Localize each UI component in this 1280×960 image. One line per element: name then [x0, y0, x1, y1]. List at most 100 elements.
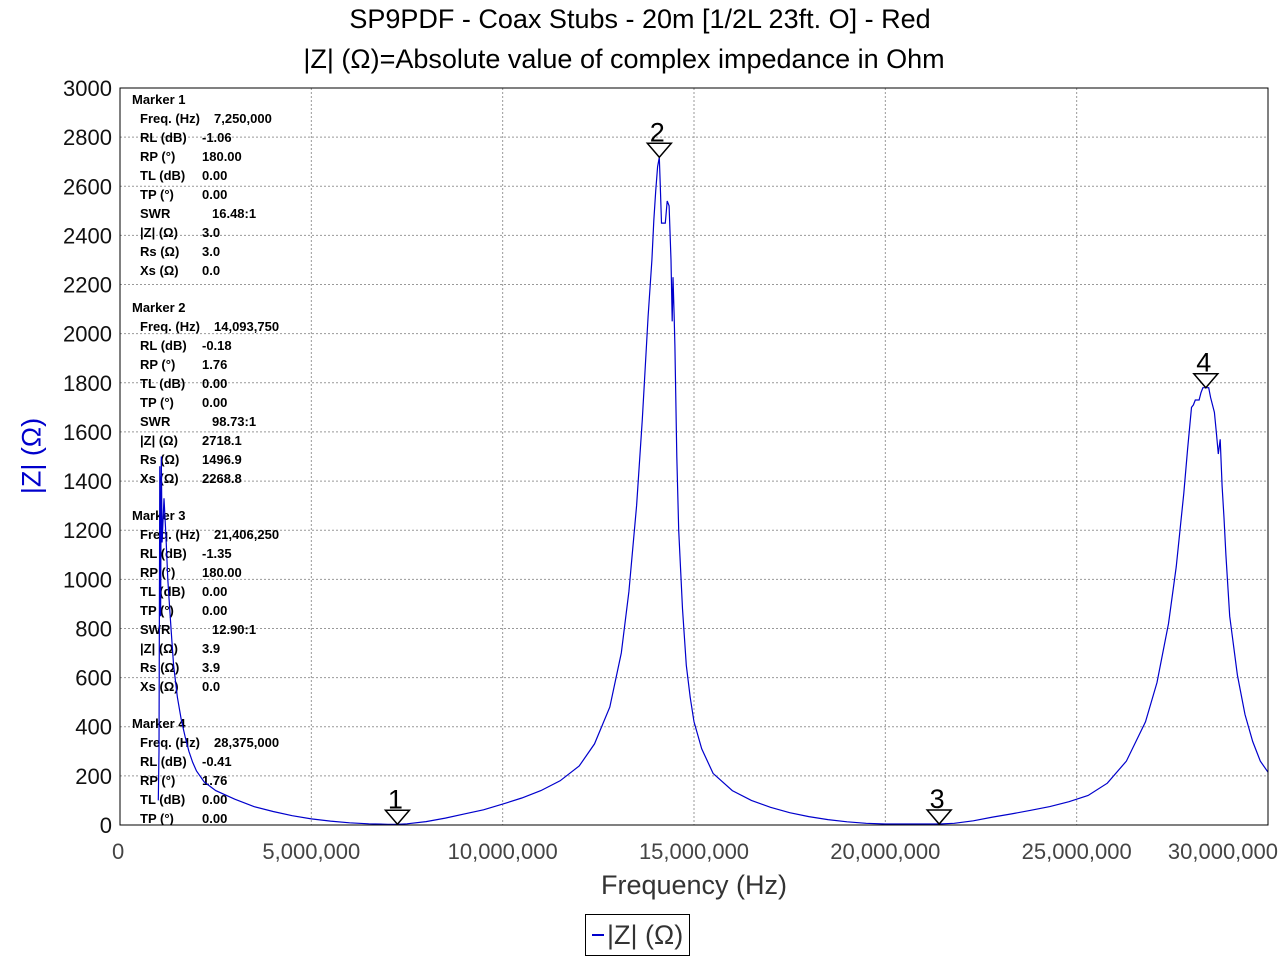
y-tick-label: 3000: [63, 76, 112, 101]
marker-annotation-value: 2268.8: [202, 471, 242, 486]
marker-annotation-key: TP (°): [140, 187, 174, 202]
y-tick-label: 2800: [63, 125, 112, 150]
marker-annotation-key: TL (dB): [140, 168, 185, 183]
marker-annotation-value: 98.73:1: [212, 414, 256, 429]
marker-annotation-key: RL (dB): [140, 546, 187, 561]
y-tick-label: 200: [75, 764, 112, 789]
series-line: [157, 157, 1269, 825]
marker-annotation-value: 28,375,000: [214, 735, 279, 750]
marker-annotation-value: 0.00: [202, 584, 227, 599]
chart-subtitle: |Z| (Ω)=Absolute value of complex impeda…: [303, 44, 945, 74]
y-tick-labels: 0 200 400 600 800 1000 1200 1400 1600 1800 2000 220…: [63, 76, 112, 838]
y-tick-label: 2200: [63, 273, 112, 298]
x-tick-label: 30,000,000: [1168, 839, 1278, 864]
marker-annotation-value: 1.76: [202, 357, 227, 372]
marker-annotation-title: Marker 3: [132, 508, 185, 523]
marker-annotation-key: TL (dB): [140, 376, 185, 391]
marker-annotation-title: Marker 1: [132, 92, 185, 107]
marker-annotation-key: Freq. (Hz): [140, 735, 200, 750]
marker-annotation-key: SWR: [140, 622, 171, 637]
marker-points: 1 2 3 4: [383, 117, 1220, 826]
marker-annotation-key: Rs (Ω): [140, 244, 179, 259]
marker-annotation-key: RP (°): [140, 357, 175, 372]
marker-annotation-value: 0.00: [202, 811, 227, 826]
chart-title: SP9PDF - Coax Stubs - 20m [1/2L 23ft. O]…: [349, 4, 931, 34]
y-tick-label: 1400: [63, 469, 112, 494]
legend[interactable]: |Z| (Ω): [585, 914, 690, 956]
marker-annotation-key: TP (°): [140, 395, 174, 410]
marker-annotation-value: 3.0: [202, 244, 220, 259]
series-lines: [157, 157, 1269, 825]
marker-annotation-key: RP (°): [140, 565, 175, 580]
marker-annotation-key: Freq. (Hz): [140, 527, 200, 542]
y-tick-label: 2000: [63, 322, 112, 347]
grid-lines: [120, 88, 1268, 825]
marker-annotation-value: 1.76: [202, 773, 227, 788]
y-tick-label: 2400: [63, 223, 112, 248]
marker-annotation-value: 2718.1: [202, 433, 242, 448]
marker-annotation-key: Xs (Ω): [140, 263, 179, 278]
marker-annotation-key: TP (°): [140, 811, 174, 826]
marker-annotation-value: 16.48:1: [212, 206, 256, 221]
marker-annotation-value: 3.9: [202, 641, 220, 656]
marker-annotation-value: 0.00: [202, 187, 227, 202]
marker-annotations: Marker 1 Freq. (Hz) 7,250,000 RL (dB) -1.06 R…: [132, 92, 279, 826]
marker-annotation-key: |Z| (Ω): [140, 433, 178, 448]
marker-annotation-title: Marker 2: [132, 300, 185, 315]
marker-label: 1: [388, 784, 403, 814]
plot-frame: [119, 87, 1269, 826]
marker-annotation-value: 0.00: [202, 603, 227, 618]
marker-annotation-key: SWR: [140, 206, 171, 221]
marker-label: 4: [1196, 348, 1211, 378]
marker-label: 2: [650, 117, 665, 147]
marker-annotation-value: -1.35: [202, 546, 232, 561]
x-tick-label: 20,000,000: [830, 839, 940, 864]
marker-annotation-key: TP (°): [140, 603, 174, 618]
legend-label: |Z| (Ω): [607, 919, 684, 950]
x-tick-label: 25,000,000: [1022, 839, 1132, 864]
marker-triangle: [925, 809, 953, 826]
x-tick-labels: 0 5,000,000 10,000,000 15,000,000 20,000,000…: [112, 839, 1278, 864]
marker-annotation-value: 0.0: [202, 263, 220, 278]
marker-annotation-value: 0.00: [202, 792, 227, 807]
marker-annotation-value: -0.41: [202, 754, 232, 769]
marker-annotation-key: Rs (Ω): [140, 452, 179, 467]
marker-annotation-value: 0.00: [202, 395, 227, 410]
y-tick-label: 1200: [63, 518, 112, 543]
marker-annotation-key: RL (dB): [140, 754, 187, 769]
marker-annotation-value: -1.06: [202, 130, 232, 145]
legend-swatch: [592, 934, 604, 936]
marker-annotation-value: 3.9: [202, 660, 220, 675]
marker-label: 3: [930, 784, 945, 814]
marker-annotation-key: RP (°): [140, 149, 175, 164]
y-tick-label: 400: [75, 715, 112, 740]
x-tick-label: 15,000,000: [639, 839, 749, 864]
y-tick-label: 0: [100, 813, 112, 838]
marker-annotation-key: RP (°): [140, 773, 175, 788]
marker-annotation-value: 12.90:1: [212, 622, 256, 637]
x-axis-label: Frequency (Hz): [600, 870, 788, 900]
y-tick-label: 600: [75, 666, 112, 691]
marker-annotation-value: 1496.9: [202, 452, 242, 467]
marker-annotation-key: Freq. (Hz): [140, 319, 200, 334]
y-tick-label: 1000: [63, 567, 112, 592]
marker-annotation-value: 180.00: [202, 149, 242, 164]
marker-annotation-value: 0.0: [202, 679, 220, 694]
marker-triangle: [1192, 372, 1220, 389]
marker-annotation-value: -0.18: [202, 338, 232, 353]
marker-triangle: [383, 809, 412, 826]
x-tick-label: 5,000,000: [262, 839, 360, 864]
marker-annotation-key: SWR: [140, 414, 171, 429]
marker-annotation-value: 14,093,750: [214, 319, 279, 334]
y-tick-label: 2600: [63, 174, 112, 199]
marker-annotation-key: RL (dB): [140, 338, 187, 353]
marker-annotation-key: Freq. (Hz): [140, 111, 200, 126]
x-tick-label: 10,000,000: [448, 839, 558, 864]
marker-triangle: [645, 142, 673, 159]
marker-annotation-key: TL (dB): [140, 584, 185, 599]
marker-annotation-key: |Z| (Ω): [140, 225, 178, 240]
marker-annotation-value: 7,250,000: [214, 111, 272, 126]
y-tick-label: 1800: [63, 371, 112, 396]
marker-annotation-value: 0.00: [202, 376, 227, 391]
